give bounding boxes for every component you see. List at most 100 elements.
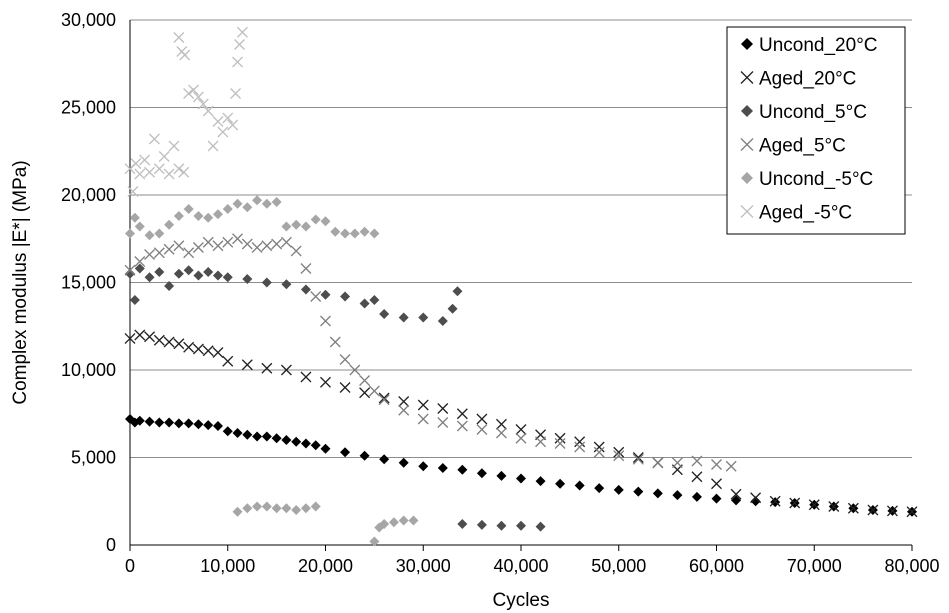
data-point: [593, 446, 605, 458]
data-point: [672, 490, 683, 501]
data-point: [379, 519, 390, 529]
data-point: [320, 315, 331, 327]
data-point: [202, 105, 214, 117]
data-point: [711, 459, 722, 470]
data-point: [437, 463, 448, 473]
data-point: [129, 295, 140, 305]
data-point: [242, 274, 253, 284]
data-point: [271, 238, 283, 250]
data-point: [300, 438, 311, 449]
x-tick-label: 30,000: [396, 556, 451, 576]
data-point: [281, 279, 292, 290]
data-point: [164, 219, 175, 230]
legend-marker: [740, 205, 754, 218]
data-point: [144, 230, 155, 241]
data-point: [173, 418, 184, 429]
data-point: [730, 488, 742, 500]
data-point: [164, 417, 175, 428]
data-point: [163, 243, 175, 255]
x-tick-label: 80,000: [884, 556, 939, 576]
data-point: [339, 354, 351, 365]
series-4: [125, 195, 419, 547]
data-point: [437, 403, 449, 414]
plot-area: [124, 26, 918, 547]
data-point: [252, 501, 263, 512]
x-axis-label: Cycles: [492, 590, 549, 611]
data-point: [125, 228, 135, 239]
data-point: [359, 226, 370, 237]
data-point: [173, 268, 184, 279]
data-point: [241, 359, 253, 371]
data-point: [398, 312, 409, 323]
data-point: [516, 473, 526, 484]
data-point: [359, 450, 370, 461]
data-point: [340, 228, 351, 239]
data-point: [691, 455, 703, 467]
data-point: [330, 226, 341, 237]
data-point: [127, 186, 139, 197]
y-tick-label: 25,000: [61, 98, 116, 118]
data-point: [192, 242, 204, 253]
data-point: [516, 520, 526, 531]
data-point: [234, 39, 245, 50]
x-tick-label: 20,000: [298, 556, 353, 576]
data-point: [555, 478, 566, 489]
data-point: [613, 484, 624, 495]
data-point: [379, 454, 390, 465]
data-point: [437, 316, 448, 326]
data-point: [398, 457, 409, 468]
legend-marker: [741, 38, 753, 50]
data-point: [495, 418, 507, 430]
data-point: [230, 88, 242, 99]
y-tick-label: 10,000: [61, 360, 116, 380]
data-point: [632, 453, 644, 465]
data-point: [261, 277, 272, 288]
data-point: [125, 268, 135, 279]
data-point: [183, 204, 194, 214]
data-point: [222, 272, 233, 283]
y-axis-label: Complex modulus |E*| (MPa): [10, 160, 31, 404]
data-point: [613, 450, 625, 462]
legend: Uncond_20°C Aged_20°C Uncond_5°C Aged_5°C Un…: [726, 26, 906, 235]
gridlines: [130, 19, 912, 458]
data-point: [203, 267, 214, 277]
data-point: [886, 505, 898, 517]
data-point: [671, 457, 683, 469]
data-point: [281, 435, 292, 445]
y-tick-label: 5,000: [71, 448, 116, 468]
data-point: [310, 440, 321, 451]
data-point: [129, 212, 140, 223]
data-point: [212, 240, 224, 252]
legend-label: Aged_20°C: [759, 69, 856, 90]
data-point: [144, 166, 156, 178]
data-point: [197, 98, 209, 110]
data-point: [417, 399, 429, 411]
data-point: [280, 236, 292, 248]
data-point: [217, 126, 229, 138]
data-point: [711, 493, 722, 504]
data-point: [554, 432, 566, 444]
data-point: [232, 233, 243, 245]
x-tick-label: 0: [125, 556, 135, 576]
data-point: [232, 56, 243, 68]
data-point: [320, 216, 331, 227]
data-point: [457, 464, 468, 475]
series-3: [124, 233, 737, 472]
data-point: [203, 212, 214, 223]
data-point: [320, 376, 331, 388]
data-point: [203, 420, 214, 431]
legend-marker: [740, 138, 754, 151]
data-point: [144, 331, 156, 343]
data-point: [173, 240, 185, 252]
data-point: [134, 256, 146, 267]
data-point: [711, 478, 722, 490]
data-point: [725, 460, 737, 472]
data-point: [139, 154, 151, 166]
data-point: [173, 211, 184, 221]
data-point: [300, 503, 311, 514]
data-point: [300, 371, 312, 383]
data-point: [554, 438, 566, 449]
data-point: [261, 431, 272, 442]
data-point: [457, 519, 468, 529]
data-point: [183, 341, 195, 353]
